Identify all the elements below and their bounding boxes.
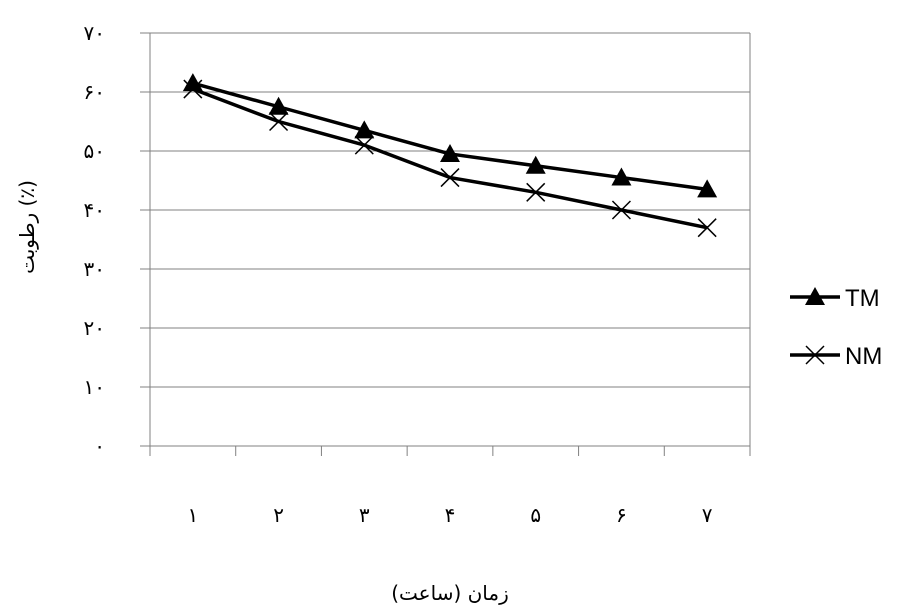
y-tick-label: ۳۰ xyxy=(84,257,105,281)
data-point-nm xyxy=(526,182,546,202)
legend-item-nm: NM xyxy=(790,343,882,370)
data-point-tm xyxy=(182,73,203,92)
y-tick-label: ۴۰ xyxy=(84,198,105,222)
x-tick-label: ۵ xyxy=(530,503,541,527)
axes xyxy=(140,32,751,456)
y-tick-labels: ۰ ۱۰ ۲۰ ۳۰ ۴۰ ۵۰ ۶۰ ۷۰ xyxy=(84,21,105,458)
y-tick-label: ۵۰ xyxy=(84,139,105,163)
marker-stroke xyxy=(697,218,717,238)
marker-stroke xyxy=(183,79,203,99)
marker-stroke xyxy=(526,182,546,202)
legend-item-tm: TM xyxy=(790,285,880,312)
x-tick-label: ۷ xyxy=(702,503,713,527)
data-point-tm xyxy=(354,120,375,139)
marker-stroke xyxy=(805,345,825,365)
y-tick-label: ۲۰ xyxy=(84,316,105,340)
y-tick-label: ۷۰ xyxy=(84,21,105,45)
data-point-tm xyxy=(697,179,718,198)
marker-stroke xyxy=(440,168,460,188)
data-point-tm xyxy=(268,96,289,115)
legend: TM NM xyxy=(790,285,882,370)
marker-stroke xyxy=(354,135,374,155)
y-tick-label: ۶۰ xyxy=(84,80,105,104)
y-tick-label: ۰ xyxy=(94,434,105,458)
data-point-tm xyxy=(611,167,632,186)
y-tick-label: ۱۰ xyxy=(84,375,105,399)
x-axis-title: زمان (ساعت) xyxy=(391,581,509,605)
series-lines xyxy=(182,73,718,238)
data-point-tm xyxy=(440,143,460,162)
x-tick-label: ۴ xyxy=(445,503,456,527)
data-point-nm xyxy=(611,200,631,220)
x-tick-label: ۳ xyxy=(359,503,370,527)
data-point-nm xyxy=(269,111,289,132)
marker-stroke xyxy=(269,111,289,132)
legend-label: TM xyxy=(845,285,880,312)
data-point-nm xyxy=(183,79,203,99)
legend-label: NM xyxy=(845,343,882,370)
data-point-nm xyxy=(440,168,460,188)
series-line-tm xyxy=(192,81,708,192)
data-point-tm xyxy=(525,155,546,174)
x-tick-labels: ۱ ۲ ۳ ۴ ۵ ۶ ۷ xyxy=(187,503,712,527)
legend-marker xyxy=(805,287,825,305)
data-point-nm xyxy=(354,135,374,155)
marker-stroke xyxy=(611,200,631,220)
x-tick-label: ۱ xyxy=(187,503,198,527)
data-point-nm xyxy=(697,218,717,238)
x-tick-label: ۲ xyxy=(273,503,284,527)
x-tick-label: ۶ xyxy=(616,503,627,527)
legend-marker xyxy=(805,345,825,365)
y-axis-title: رطوبت (٪) xyxy=(15,180,39,274)
